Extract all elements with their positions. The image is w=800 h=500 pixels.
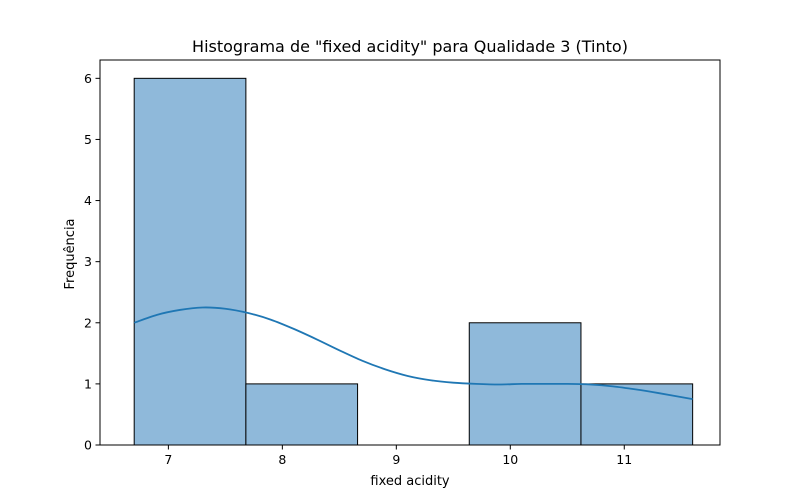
y-tick-label: 3: [84, 254, 92, 269]
y-tick-label: 4: [84, 193, 92, 208]
plot-frame: [99, 59, 721, 446]
y-tick-label: 5: [84, 132, 92, 147]
x-axis-ticks: 7 8 9 10 11: [164, 445, 632, 467]
chart-title: Histograma de "fixed acidity" para Quali…: [192, 37, 628, 56]
y-tick-label: 6: [84, 71, 92, 86]
histogram-bar-1: [245, 383, 359, 446]
bars-group: [133, 77, 694, 446]
y-tick-label: 1: [84, 376, 92, 391]
y-axis-label: Frequência: [63, 218, 78, 289]
x-axis-label: fixed acidity: [370, 474, 450, 489]
x-tick-label: 8: [278, 452, 286, 467]
x-tick-label: 9: [392, 452, 400, 467]
histogram-bar-4: [580, 383, 694, 446]
kde-group: [133, 306, 693, 401]
y-tick-label: 0: [84, 438, 92, 453]
y-tick-label: 2: [84, 315, 92, 330]
histogram-bar-0: [133, 77, 247, 446]
x-tick-label: 11: [616, 452, 632, 467]
kde-line: [133, 306, 693, 401]
y-axis-ticks: 0 1 2 3 4 5 6: [84, 71, 100, 453]
x-tick-label: 10: [502, 452, 518, 467]
x-tick-label: 7: [164, 452, 172, 467]
